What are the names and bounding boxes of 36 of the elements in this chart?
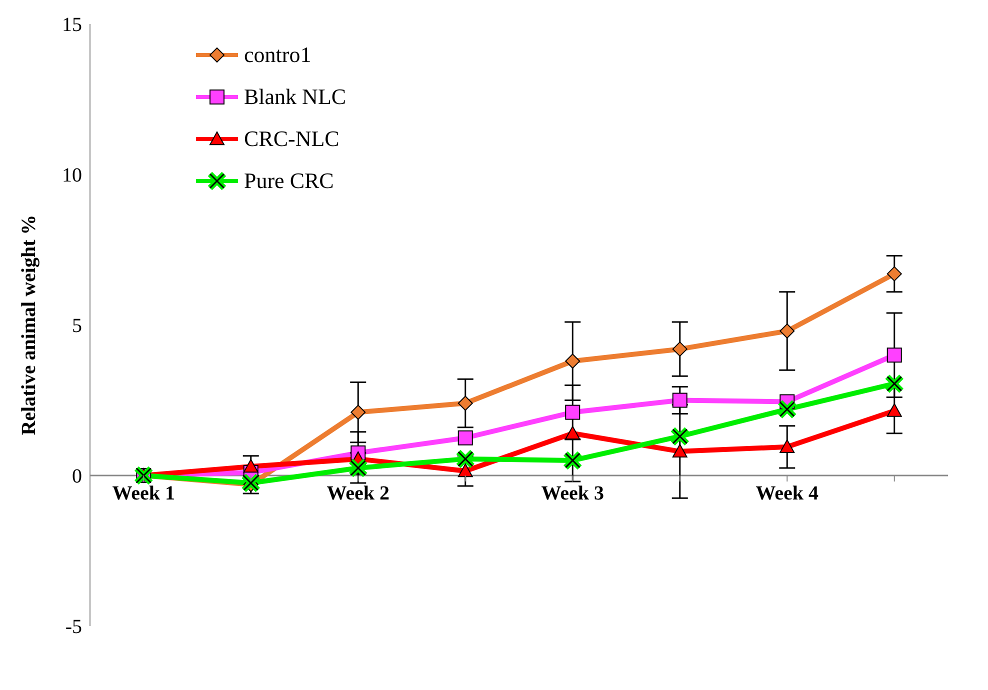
legend-label: Blank NLC: [244, 84, 346, 110]
y-axis-title: Relative animal weight %: [18, 214, 40, 436]
y-tick-label: 10: [62, 164, 82, 187]
point: [562, 450, 583, 470]
legend-label: CRC-NLC: [244, 126, 340, 152]
point: [672, 342, 688, 357]
point: [458, 430, 473, 446]
y-tick-label: -5: [65, 616, 82, 638]
point: [777, 399, 798, 420]
y-tick-label: 15: [62, 14, 82, 36]
x-tick-label: Week 4: [756, 482, 819, 504]
point: [455, 448, 476, 469]
point: [670, 426, 690, 446]
point: [565, 404, 580, 420]
point: [672, 392, 688, 408]
y-tick-label: 0: [72, 466, 82, 488]
point: [884, 374, 904, 394]
legend-label: contro1: [244, 42, 312, 68]
x-tick-label: Week 2: [326, 482, 390, 504]
point: [780, 324, 795, 339]
point: [350, 404, 366, 420]
y-tick-label: 5: [72, 315, 82, 338]
point: [348, 458, 368, 478]
x-tick-label: Week 1: [112, 482, 176, 504]
point: [780, 439, 795, 454]
point: [672, 444, 688, 458]
point: [565, 426, 580, 440]
point: [458, 396, 473, 411]
x-tick-label: Week 3: [541, 482, 604, 504]
point: [565, 354, 580, 369]
point: [886, 348, 902, 363]
point: [886, 403, 902, 417]
point: [458, 463, 473, 478]
point: [886, 266, 902, 282]
point: [243, 458, 258, 473]
legend-label: Pure CRC: [244, 168, 334, 194]
